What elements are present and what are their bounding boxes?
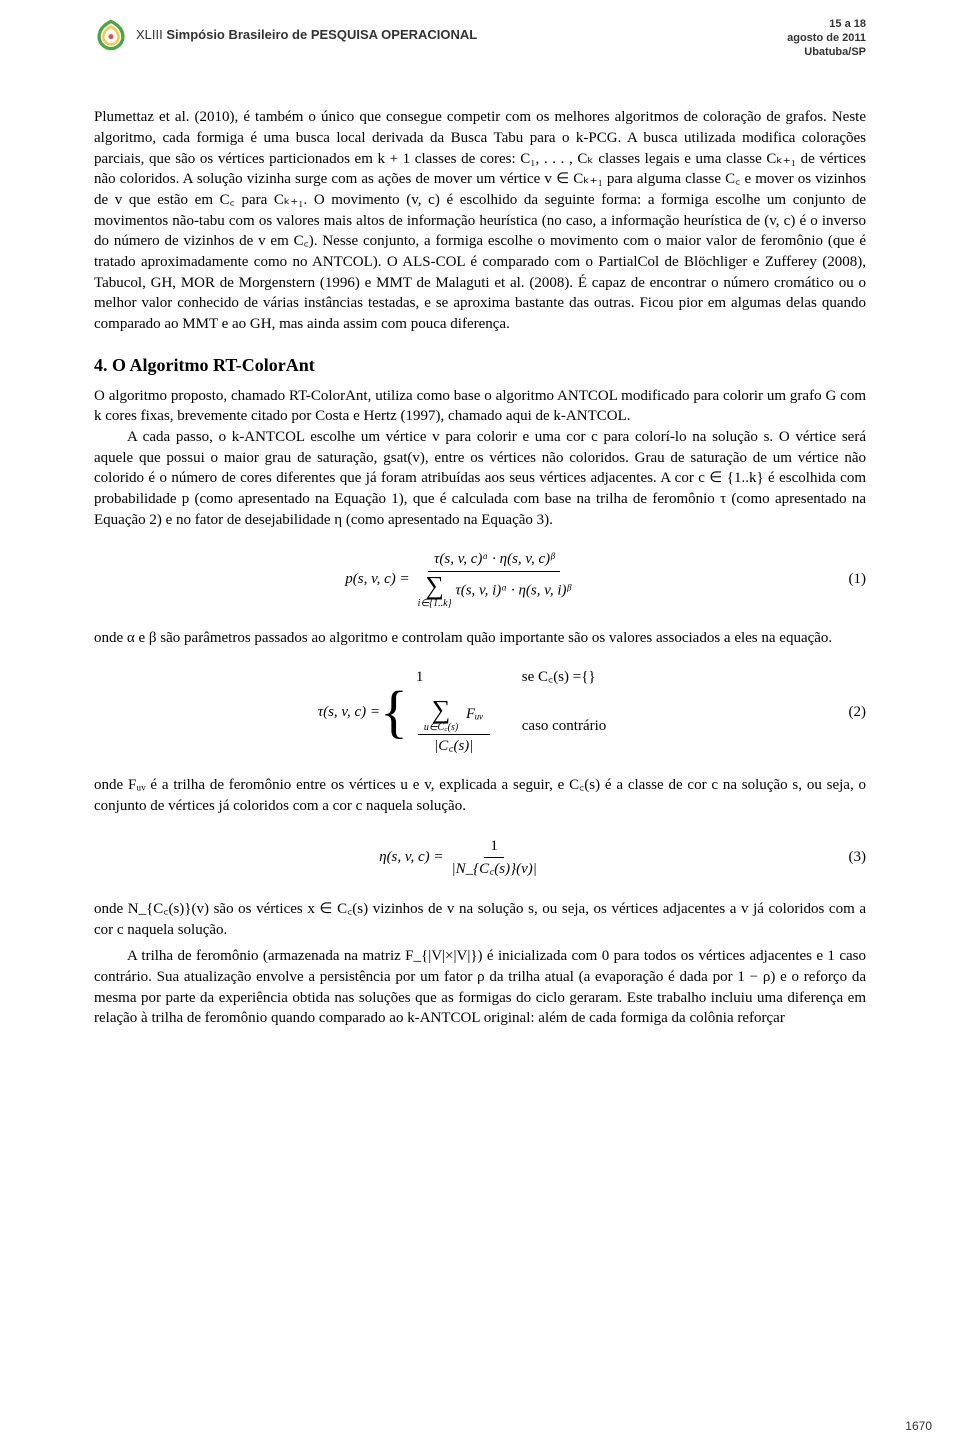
equation-2: τ(s, v, c) = { 1 se C꜀(s) ={} ∑ u∈C꜀(s) …: [94, 667, 866, 757]
equation-number-2: (2): [830, 702, 866, 723]
paragraph-4: onde α e β são parâmetros passados ao al…: [94, 628, 866, 649]
paragraph-1: Plumettaz et al. (2010), é também o únic…: [94, 107, 866, 335]
page-number: 1670: [905, 1418, 932, 1435]
header-location: Ubatuba/SP: [787, 46, 866, 60]
paragraph-5: onde Fᵤᵥ é a trilha de feromônio entre o…: [94, 775, 866, 816]
header-date-range: 15 a 18: [787, 18, 866, 32]
paragraph-7: A trilha de feromônio (armazenada na mat…: [94, 946, 866, 1029]
equation-number-1: (1): [830, 569, 866, 590]
paragraph-2: O algoritmo proposto, chamado RT-ColorAn…: [94, 386, 866, 427]
equation-1: p(s, v, c) = τ(s, v, c)ᵅ · η(s, v, c)ᵝ ∑…: [94, 548, 866, 610]
section-heading-4: 4. O Algoritmo RT-ColorAnt: [94, 353, 866, 378]
conference-logo-icon: [94, 18, 128, 52]
page-header: XLIII Simpósio Brasileiro de PESQUISA OP…: [94, 18, 866, 59]
paragraph-6: onde N_{C꜀(s)}(v) são os vértices x ∈ C꜀…: [94, 899, 866, 940]
paragraph-3: A cada passo, o k-ANTCOL escolhe um vért…: [94, 427, 866, 530]
header-right: 15 a 18 agosto de 2011 Ubatuba/SP: [787, 18, 866, 59]
equation-3: η(s, v, c) = 1 |N_{C꜀(s)}(v)| (3): [94, 835, 866, 881]
equation-number-3: (3): [830, 847, 866, 868]
header-left: XLIII Simpósio Brasileiro de PESQUISA OP…: [94, 18, 477, 52]
header-date-month: agosto de 2011: [787, 32, 866, 46]
conference-title: XLIII Simpósio Brasileiro de PESQUISA OP…: [136, 26, 477, 44]
